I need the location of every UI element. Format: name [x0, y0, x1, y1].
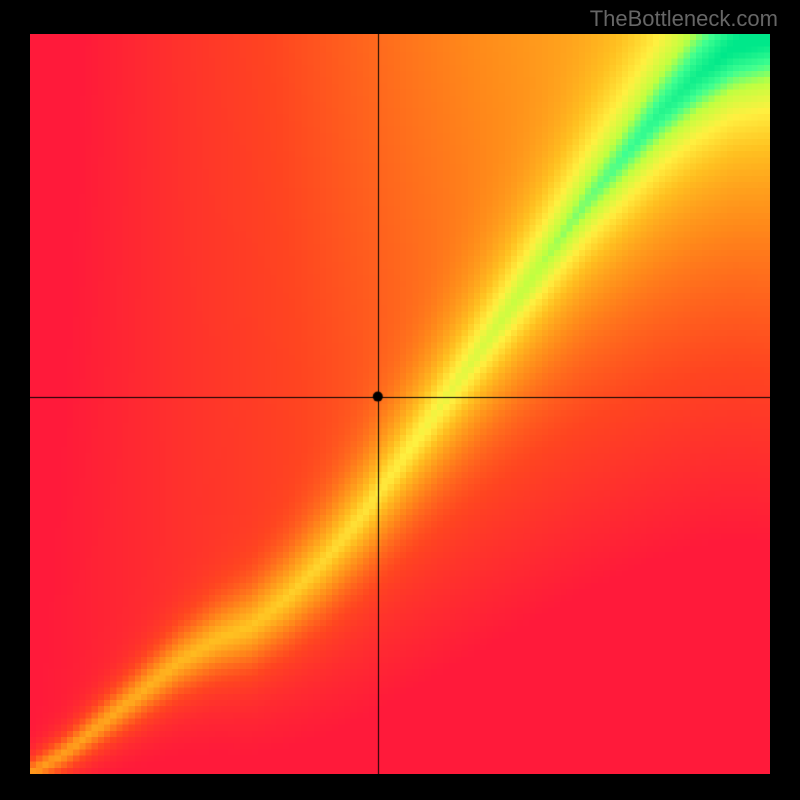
bottleneck-heatmap [30, 34, 770, 774]
watermark-text: TheBottleneck.com [590, 6, 778, 32]
chart-container: TheBottleneck.com [0, 0, 800, 800]
